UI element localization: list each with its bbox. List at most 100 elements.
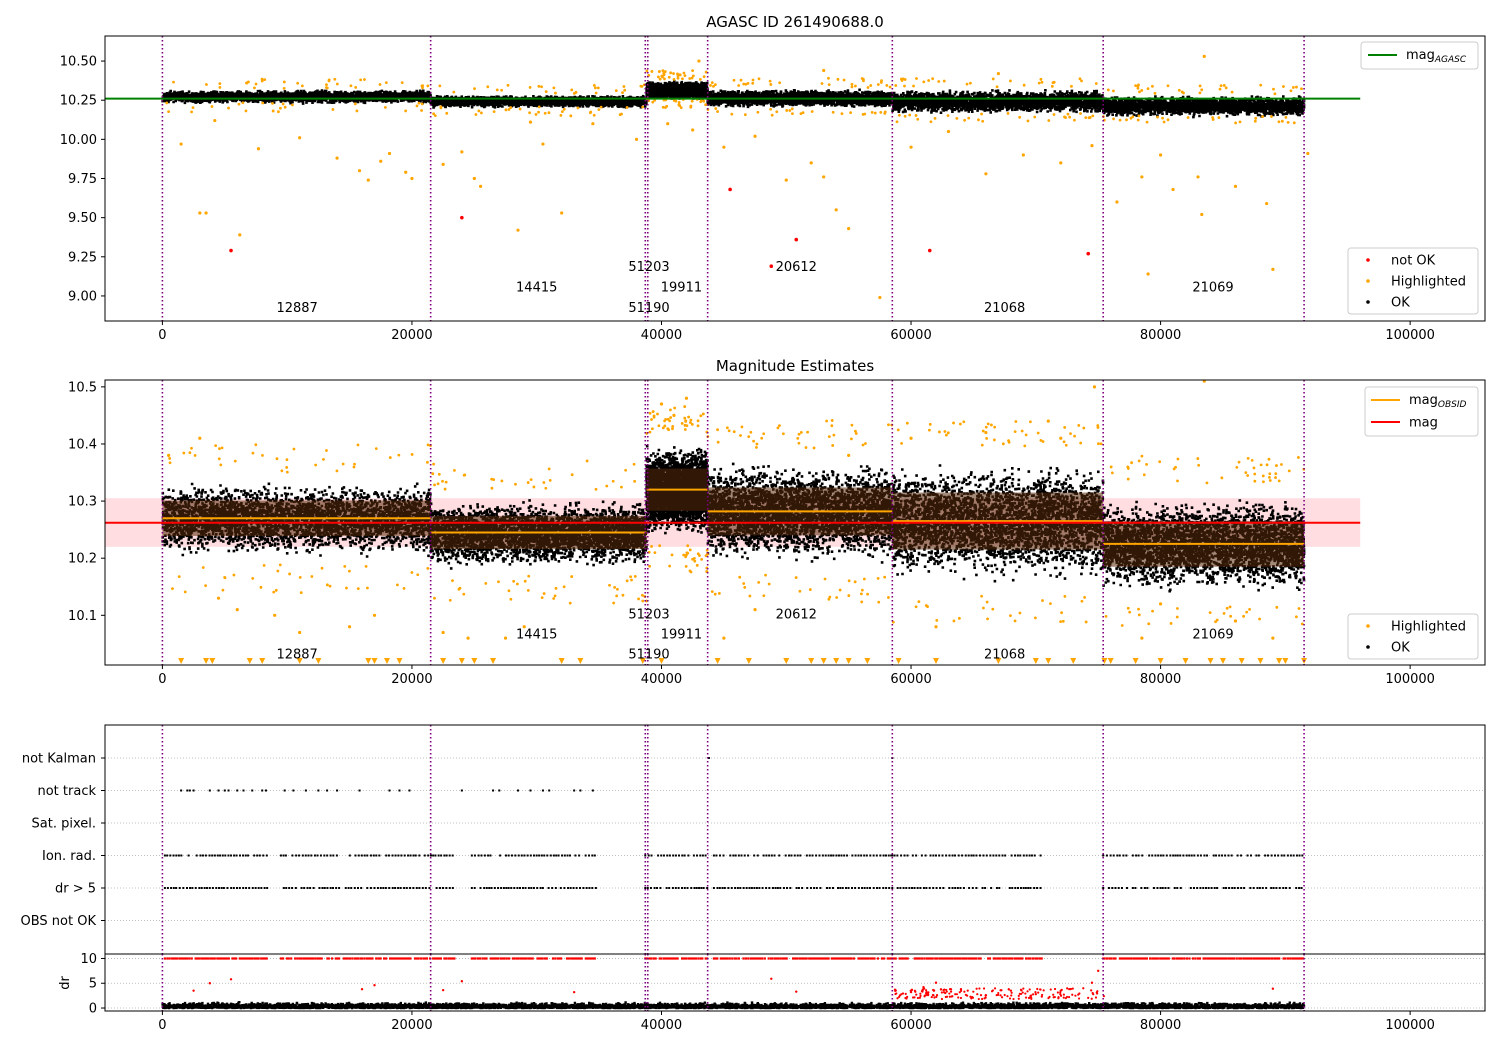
highlighted-point xyxy=(757,77,761,81)
highlighted-point xyxy=(544,486,548,490)
highlighted-point xyxy=(436,482,440,486)
highlighted-point xyxy=(1006,112,1010,115)
highlighted-point xyxy=(568,601,572,605)
highlighted-point xyxy=(1254,116,1258,120)
highlighted-point xyxy=(594,487,598,491)
highlighted-point xyxy=(1120,624,1124,627)
highlighted-point xyxy=(1217,116,1221,120)
highlighted-point xyxy=(689,421,692,424)
y-tick-label: not track xyxy=(37,784,96,799)
highlighted-point xyxy=(690,99,694,103)
highlighted-point xyxy=(701,412,705,416)
highlighted-point xyxy=(732,78,736,82)
dr-point xyxy=(982,987,986,990)
dr-point xyxy=(1009,989,1013,992)
x-tick-label: 0 xyxy=(158,328,166,343)
dr-point xyxy=(983,997,986,1000)
highlighted-point xyxy=(705,548,709,552)
censored-marker xyxy=(458,658,465,664)
highlighted-point xyxy=(542,481,546,484)
highlighted-point xyxy=(791,112,794,116)
censored-marker xyxy=(296,658,303,664)
highlighted-point xyxy=(1073,434,1076,438)
highlighted-point xyxy=(927,428,931,432)
dr-point xyxy=(942,989,945,992)
dr-point xyxy=(913,989,916,992)
highlighted-point xyxy=(285,466,289,469)
highlighted-point xyxy=(1028,420,1032,424)
x-tick-label: 0 xyxy=(158,672,166,687)
x-tick-label: 40000 xyxy=(641,672,682,687)
highlighted-point xyxy=(862,577,866,581)
highlighted-point xyxy=(822,175,826,179)
highlighted-point xyxy=(621,91,624,95)
highlighted-point xyxy=(776,426,780,430)
highlighted-point xyxy=(518,107,522,111)
highlighted-point xyxy=(760,436,764,440)
highlighted-point xyxy=(441,162,445,167)
highlighted-point xyxy=(905,421,909,425)
dr-point xyxy=(1053,987,1057,991)
highlighted-point xyxy=(331,108,335,111)
dr-point xyxy=(976,993,979,996)
highlighted-point xyxy=(1228,605,1232,609)
censored-marker xyxy=(1132,658,1139,664)
highlighted-point xyxy=(740,425,744,429)
highlighted-point xyxy=(1161,116,1164,120)
legend-label: magOBSID xyxy=(1409,393,1467,410)
highlighted-point xyxy=(310,575,314,578)
highlighted-point xyxy=(933,116,937,120)
highlighted-point xyxy=(922,80,926,84)
highlighted-point xyxy=(722,636,726,640)
highlighted-point xyxy=(993,425,997,429)
highlighted-point xyxy=(883,575,887,579)
highlighted-point xyxy=(1166,84,1170,88)
highlighted-point xyxy=(529,478,533,482)
highlighted-point xyxy=(562,585,566,589)
dr-point xyxy=(940,997,944,1001)
x-tick-label: 80000 xyxy=(1140,1018,1181,1033)
highlighted-point xyxy=(1137,459,1141,463)
highlighted-point xyxy=(597,108,601,111)
highlighted-point xyxy=(341,462,345,466)
highlighted-point xyxy=(1138,90,1141,94)
dr-point xyxy=(910,988,914,991)
highlighted-point xyxy=(1261,474,1265,478)
highlighted-point xyxy=(1250,458,1254,462)
highlighted-point xyxy=(1292,121,1296,125)
highlighted-point xyxy=(484,581,488,585)
legend-label: Highlighted xyxy=(1391,275,1466,290)
highlighted-point xyxy=(790,107,794,111)
dr-point xyxy=(1090,981,1094,984)
highlighted-point xyxy=(383,105,387,109)
highlighted-point xyxy=(1026,119,1030,123)
highlighted-point xyxy=(1248,607,1251,611)
highlighted-point xyxy=(903,84,906,88)
highlighted-point xyxy=(356,587,360,590)
highlighted-point xyxy=(679,106,683,110)
highlighted-point xyxy=(743,113,747,117)
highlighted-point xyxy=(1222,611,1226,615)
obsid-label: 20612 xyxy=(776,608,817,623)
highlighted-point xyxy=(661,426,665,430)
highlighted-point xyxy=(1131,115,1135,119)
highlighted-point xyxy=(544,90,548,94)
highlighted-point xyxy=(982,606,985,610)
dr-point xyxy=(1024,992,1027,995)
highlighted-point xyxy=(1070,84,1073,88)
highlighted-point xyxy=(1286,120,1290,124)
highlighted-point xyxy=(1280,463,1283,466)
highlighted-point xyxy=(353,462,356,466)
highlighted-point xyxy=(697,59,701,63)
dr-point xyxy=(906,995,909,999)
legend-label: OK xyxy=(1391,296,1410,311)
highlighted-point xyxy=(1084,116,1088,120)
dr-point xyxy=(1059,994,1063,997)
highlighted-point xyxy=(374,447,378,451)
highlighted-point xyxy=(1265,201,1269,206)
highlighted-point xyxy=(220,446,224,450)
highlighted-point xyxy=(1063,425,1067,429)
highlighted-point xyxy=(366,178,370,182)
highlighted-point xyxy=(1080,79,1083,83)
